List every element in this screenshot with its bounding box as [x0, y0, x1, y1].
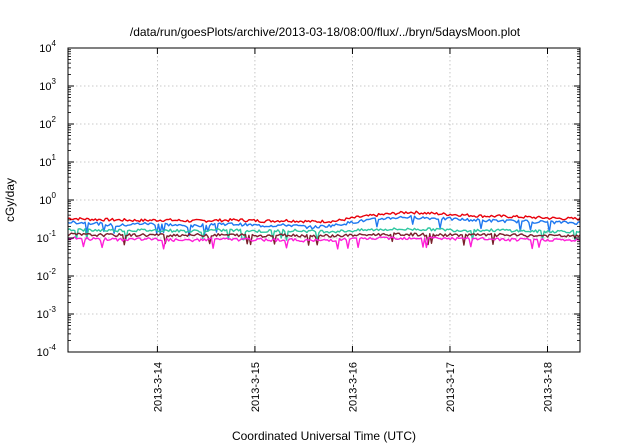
- y-tick-label: 10-1: [37, 229, 57, 245]
- series-line: [67, 232, 581, 246]
- series-line: [67, 227, 581, 241]
- chart-title: /data/run/goesPlots/archive/2013-03-18/0…: [130, 25, 521, 39]
- series-line: [67, 236, 581, 250]
- y-tick-label: 10-3: [37, 305, 57, 321]
- y-tick-label: 101: [39, 153, 56, 169]
- y-tick-label: 104: [39, 39, 56, 55]
- x-tick-label: 2013-3-14: [152, 362, 164, 412]
- axis-ticks: 10-4 10-3 10-2 10-1 100 101 102 103 104 2013-3-14…: [37, 39, 580, 412]
- series-layer: [67, 210, 581, 250]
- y-tick-label: 10-2: [37, 267, 57, 283]
- series-line: [67, 210, 581, 224]
- x-tick-label: 2013-3-18: [542, 362, 554, 412]
- x-tick-label: 2013-3-15: [250, 362, 262, 412]
- y-tick-label: 100: [39, 191, 56, 207]
- y-tick-label: 102: [39, 115, 56, 131]
- x-tick-label: 2013-3-17: [445, 362, 457, 412]
- y-axis-label: cGy/day: [3, 178, 17, 222]
- x-tick-label: 2013-3-16: [347, 362, 359, 412]
- series-line: [67, 215, 581, 237]
- y-tick-label: 103: [39, 77, 56, 93]
- grid-lines: [68, 48, 580, 352]
- y-tick-label: 10-4: [37, 343, 57, 359]
- x-axis-label: Coordinated Universal Time (UTC): [232, 429, 416, 443]
